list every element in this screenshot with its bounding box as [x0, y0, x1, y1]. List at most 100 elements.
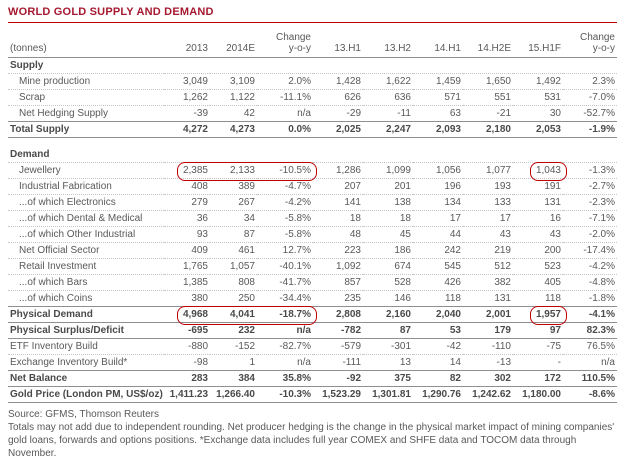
value-cell: 2,160	[363, 307, 413, 323]
value-cell: 2,180	[463, 122, 513, 138]
value-cell: 283	[164, 371, 210, 387]
value-cell: 207	[313, 179, 363, 195]
value-cell: 18	[363, 211, 413, 227]
value-cell: 528	[363, 275, 413, 291]
value-cell: -8.6%	[563, 387, 617, 403]
value-cell: 82	[413, 371, 463, 387]
value-cell: 4,272	[164, 122, 210, 138]
value-cell: 118	[413, 291, 463, 307]
column-header: Change y-o-y	[257, 24, 313, 58]
value-cell: 2,385	[164, 163, 210, 179]
row-label: Net Balance	[8, 371, 164, 387]
value-cell: 97	[513, 323, 563, 339]
value-cell: 2,093	[413, 122, 463, 138]
value-cell	[164, 147, 210, 163]
value-cell: 196	[413, 179, 463, 195]
title-rule	[8, 22, 617, 23]
value-cell: 2,040	[413, 307, 463, 323]
value-cell: 53	[413, 323, 463, 339]
value-cell: 1,057	[210, 259, 257, 275]
value-cell: 408	[164, 179, 210, 195]
value-cell: 223	[313, 243, 363, 259]
value-cell	[313, 58, 363, 74]
value-cell: -2.0%	[563, 227, 617, 243]
value-cell	[413, 147, 463, 163]
value-cell: -13	[463, 355, 513, 371]
value-cell: 382	[463, 275, 513, 291]
value-cell: 2,247	[363, 122, 413, 138]
row-label: Physical Demand	[8, 307, 164, 323]
value-cell: 179	[463, 323, 513, 339]
value-cell: 2,133	[210, 163, 257, 179]
value-cell	[463, 138, 513, 147]
table-row: Physical Demand 4,968 4,041 -18.7% 2,808 2,16…	[8, 307, 617, 323]
supply-demand-table: (tonnes) 2013 2014E Change y-o-y 13.H1 13.H2 14…	[8, 24, 617, 403]
value-cell: 1,650	[463, 74, 513, 90]
value-cell: 1,122	[210, 90, 257, 106]
value-cell: 4,041	[210, 307, 257, 323]
value-cell: -42	[413, 339, 463, 355]
value-cell: 0.0%	[257, 122, 313, 138]
table-row: ETF Inventory Build -880 -152 -82.7% -579 -30…	[8, 339, 617, 355]
table-row: ...of which Electronics 279 267 -4.2% 141 138…	[8, 195, 617, 211]
value-cell: 2.3%	[563, 74, 617, 90]
value-cell	[413, 138, 463, 147]
row-label: Demand	[8, 147, 164, 163]
row-label: Scrap	[8, 90, 164, 106]
row-label: Jewellery	[8, 163, 164, 179]
value-cell: 1,180.00	[513, 387, 563, 403]
value-cell: -18.7%	[257, 307, 313, 323]
value-cell: 1,385	[164, 275, 210, 291]
unit-label: (tonnes)	[8, 24, 164, 58]
value-cell	[463, 58, 513, 74]
table-row: Mine production 3,049 3,109 2.0% 1,428 1,622 1…	[8, 74, 617, 90]
value-cell	[164, 58, 210, 74]
value-cell: 571	[413, 90, 463, 106]
row-label: ...of which Dental & Medical	[8, 211, 164, 227]
value-cell	[313, 147, 363, 163]
value-cell	[313, 138, 363, 147]
value-cell: 2.0%	[257, 74, 313, 90]
value-cell: 461	[210, 243, 257, 259]
table-row: Exchange Inventory Build* -98 1 n/a -111 13 14…	[8, 355, 617, 371]
source-note: Source: GFMS, Thomson Reuters	[8, 409, 159, 420]
value-cell: 118	[513, 291, 563, 307]
value-cell: 16	[513, 211, 563, 227]
value-cell: 267	[210, 195, 257, 211]
value-cell	[513, 58, 563, 74]
value-cell	[257, 147, 313, 163]
value-cell: 674	[363, 259, 413, 275]
value-cell: 1,092	[313, 259, 363, 275]
value-cell	[513, 147, 563, 163]
section-row: Demand	[8, 147, 617, 163]
value-cell: 87	[210, 227, 257, 243]
value-cell: 808	[210, 275, 257, 291]
value-cell: -75	[513, 339, 563, 355]
value-cell: -17.4%	[563, 243, 617, 259]
value-cell: 12.7%	[257, 243, 313, 259]
column-header: 2013	[164, 24, 210, 58]
value-cell: -2.3%	[563, 195, 617, 211]
row-label: ETF Inventory Build	[8, 339, 164, 355]
value-cell: 3,109	[210, 74, 257, 90]
value-cell	[210, 58, 257, 74]
value-cell: -4.1%	[563, 307, 617, 323]
value-cell: -11	[363, 106, 413, 122]
value-cell: 48	[313, 227, 363, 243]
value-cell: -29	[313, 106, 363, 122]
value-cell: 1,262	[164, 90, 210, 106]
row-label: Total Supply	[8, 122, 164, 138]
value-cell: 93	[164, 227, 210, 243]
row-label: Net Hedging Supply	[8, 106, 164, 122]
row-label: Industrial Fabrication	[8, 179, 164, 195]
value-cell: 1,523.29	[313, 387, 363, 403]
footnotes: Source: GFMS, Thomson Reuters Totals may…	[8, 408, 617, 460]
value-cell: 141	[313, 195, 363, 211]
value-cell: 17	[413, 211, 463, 227]
value-cell: 201	[363, 179, 413, 195]
value-cell: 134	[413, 195, 463, 211]
column-header: 13.H1	[313, 24, 363, 58]
value-cell: 426	[413, 275, 463, 291]
value-cell: -5.8%	[257, 227, 313, 243]
